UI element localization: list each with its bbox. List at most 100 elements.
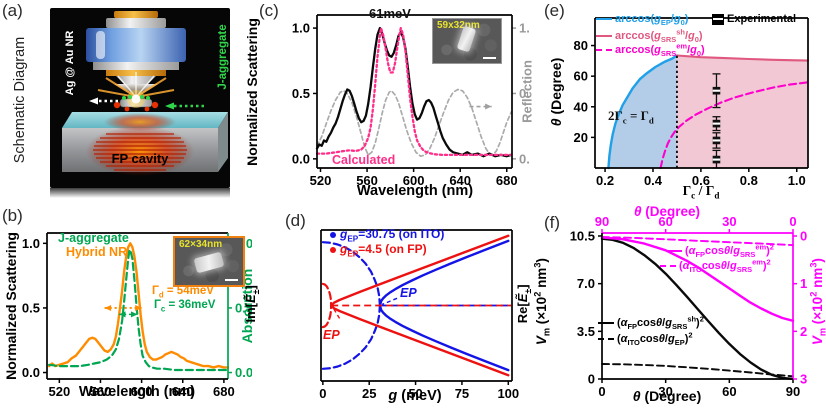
legend-arccos-ep: arccos(gEP/g0) bbox=[596, 13, 688, 27]
ag-au-nr-label: Ag @ Au NR bbox=[64, 30, 76, 96]
legend-afp-em: (αFPcosθ/gSRSem)2 bbox=[666, 242, 774, 259]
svg-text:0: 0 bbox=[319, 386, 326, 401]
svg-text:3: 3 bbox=[800, 372, 807, 387]
svg-text:0.4: 0.4 bbox=[644, 173, 663, 188]
magenta-dash-line-icon bbox=[660, 264, 676, 267]
magenta-solid-line-icon bbox=[666, 249, 682, 252]
c-linewidth-annotation: 61meV bbox=[369, 6, 411, 21]
pink-line-icon bbox=[596, 34, 612, 37]
d-xlabel: g (meV) bbox=[388, 388, 442, 404]
svg-text:0.0: 0.0 bbox=[292, 151, 310, 166]
svg-text:0.5: 0.5 bbox=[235, 300, 252, 315]
svg-text:560: 560 bbox=[90, 384, 112, 399]
scalebar-b bbox=[225, 278, 238, 281]
black-dash-line-icon bbox=[598, 337, 614, 340]
svg-text:7.0: 7.0 bbox=[577, 276, 595, 291]
svg-text:1.0: 1.0 bbox=[788, 173, 806, 188]
c-ylabel: Normalized Scattering bbox=[244, 18, 260, 166]
panel-letter-c: (c) bbox=[259, 1, 279, 20]
svg-text:0: 0 bbox=[588, 372, 595, 387]
svg-text:0.5: 0.5 bbox=[22, 300, 40, 315]
panel-letter-e: (e) bbox=[544, 1, 565, 20]
chart-e-svg: 0.2 0.4 0.6 0.8 1.0 20 40 60 80 bbox=[574, 17, 810, 188]
magenta-dashed-line-icon bbox=[596, 48, 612, 51]
svg-text:10.5: 10.5 bbox=[570, 228, 595, 243]
svg-text:60: 60 bbox=[574, 69, 588, 84]
svg-text:30: 30 bbox=[722, 214, 736, 229]
svg-text:0.0: 0.0 bbox=[519, 151, 530, 166]
svg-text:80: 80 bbox=[574, 38, 588, 53]
svg-text:75: 75 bbox=[455, 386, 469, 401]
svg-text:680: 680 bbox=[213, 384, 235, 399]
legend-arccos-srs-em: arccos(gSRSem/g0) bbox=[596, 41, 705, 58]
svg-text:2: 2 bbox=[800, 324, 807, 339]
svg-text:640: 640 bbox=[172, 384, 194, 399]
e-xlabel: Γc / Γd bbox=[682, 183, 720, 201]
c-ylabel-right: Reflection bbox=[519, 60, 535, 123]
svg-text:520: 520 bbox=[310, 173, 332, 188]
fp-cavity-label: FP cavity bbox=[111, 151, 169, 166]
e-region-condition: 2Γc = Γd bbox=[608, 108, 654, 126]
blue-dot-icon bbox=[330, 231, 336, 238]
svg-text:25: 25 bbox=[362, 386, 376, 401]
svg-text:30: 30 bbox=[658, 384, 672, 399]
svg-text:0: 0 bbox=[800, 229, 807, 244]
svg-text:600: 600 bbox=[131, 384, 153, 399]
svg-text:100: 100 bbox=[497, 386, 519, 401]
legend-hybrid-nr: Hybrid NR bbox=[66, 245, 128, 259]
sem-inset-c-label: 59x32nm bbox=[437, 20, 480, 31]
svg-text:600: 600 bbox=[403, 173, 425, 188]
panel-letter-b: (b) bbox=[2, 206, 23, 225]
svg-text:0.6: 0.6 bbox=[692, 173, 710, 188]
f-ylabel-right: Vm (×102 nm3) bbox=[808, 258, 826, 346]
b-ylabel: Normalized Scattering bbox=[3, 232, 19, 380]
f-ylabel-left: Vm (×102 nm3) bbox=[532, 258, 552, 346]
scalebar-c bbox=[483, 56, 496, 59]
svg-text:520: 520 bbox=[48, 384, 70, 399]
d-ylabel-right: Re[Ẽ±] bbox=[515, 284, 533, 324]
sem-inset-b: 62×34nm bbox=[173, 236, 245, 287]
legend-afp-sh: (αFPcosθ/gSRSsh)2 bbox=[598, 314, 704, 331]
svg-text:60: 60 bbox=[658, 214, 672, 229]
svg-text:3.5: 3.5 bbox=[577, 324, 595, 339]
svg-text:90: 90 bbox=[786, 384, 800, 399]
svg-text:560: 560 bbox=[356, 173, 378, 188]
svg-text:0.2: 0.2 bbox=[596, 173, 614, 188]
svg-text:0: 0 bbox=[598, 384, 605, 399]
c-calculated-label: Calculated bbox=[332, 153, 396, 167]
svg-text:1.0: 1.0 bbox=[292, 21, 310, 36]
svg-text:40: 40 bbox=[574, 99, 588, 114]
j-aggregate-label-a: J-aggregate bbox=[217, 24, 229, 90]
svg-text:0.0: 0.0 bbox=[22, 365, 40, 380]
legend-g-ep-ito: gEP=30.75 (on ITO) bbox=[330, 227, 444, 243]
panel-letter-a: (a) bbox=[2, 1, 23, 20]
legend-j-aggregate: J-aggregate bbox=[58, 231, 129, 245]
svg-text:0.5: 0.5 bbox=[519, 86, 530, 101]
legend-arccos-srs-sh: arccos(gSRSsh/g0) bbox=[596, 27, 703, 44]
svg-text:0.0: 0.0 bbox=[235, 365, 252, 380]
svg-text:640: 640 bbox=[449, 173, 471, 188]
panel-letter-f: (f) bbox=[544, 213, 561, 232]
experimental-marker-icon bbox=[712, 13, 724, 25]
ep-annotation-red: EP bbox=[323, 328, 340, 342]
black-solid-line-icon bbox=[598, 321, 614, 324]
gamma-c-annotation: Γc = 36meV bbox=[154, 299, 216, 314]
schematic-illustration bbox=[50, 8, 230, 198]
legend-aito-em: (αITOcosθ/gSRSem)2 bbox=[660, 257, 771, 274]
svg-text:680: 680 bbox=[496, 173, 518, 188]
panel-letter-d: (d) bbox=[285, 211, 306, 230]
svg-text:20: 20 bbox=[574, 130, 588, 145]
chart-d-svg: 0 25 50 75 100 bbox=[319, 229, 519, 401]
f-xlabel-bottom: θ (Degree) bbox=[632, 388, 702, 404]
svg-text:90: 90 bbox=[595, 214, 609, 229]
svg-text:50: 50 bbox=[408, 386, 422, 401]
blue-line-icon bbox=[596, 18, 612, 21]
svg-text:1.0: 1.0 bbox=[519, 21, 530, 36]
red-dot-icon bbox=[330, 246, 336, 253]
svg-text:0.5: 0.5 bbox=[292, 86, 310, 101]
schematic-side-title: Schematic Diagram bbox=[12, 36, 28, 164]
c-xlabel: Wavelength (nm) bbox=[356, 183, 474, 199]
